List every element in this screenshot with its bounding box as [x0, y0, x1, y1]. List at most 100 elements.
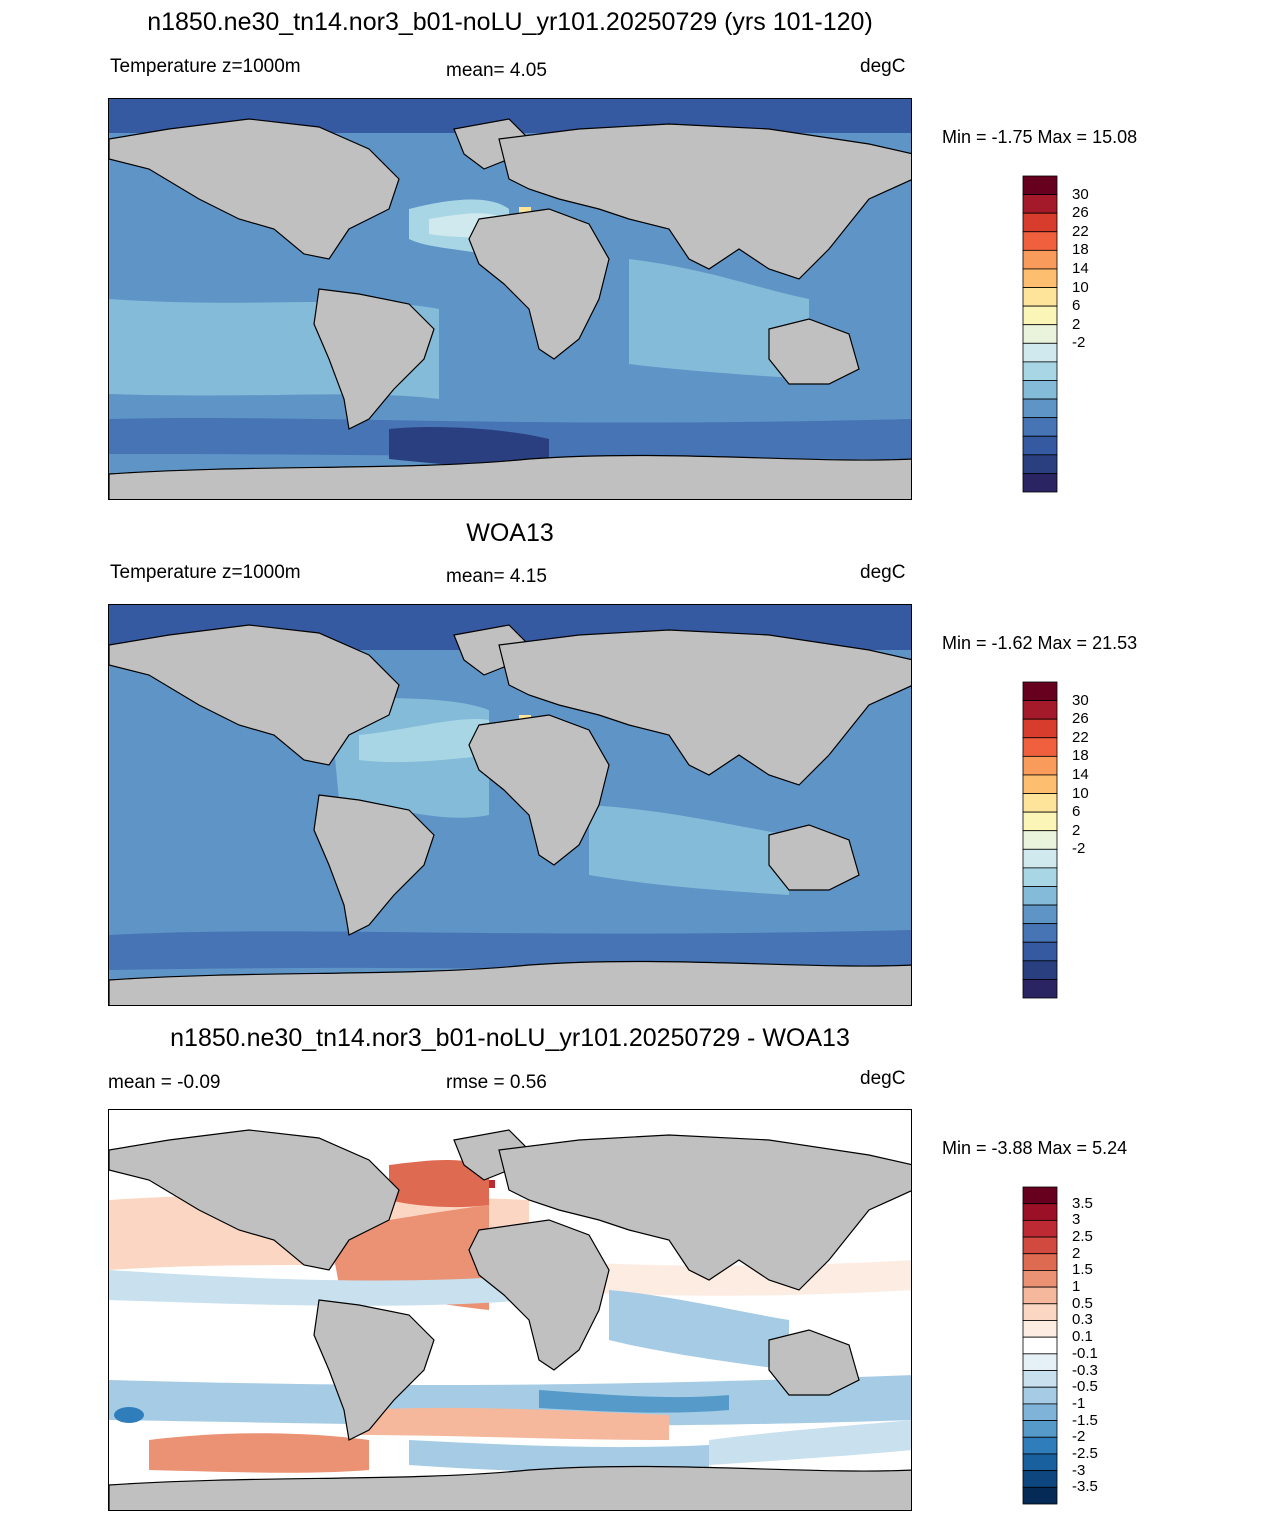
panel2-map — [108, 604, 912, 1006]
colorbar-swatch — [1022, 305, 1058, 326]
panel1-map-svg — [109, 99, 911, 499]
panel1-mean-label: mean= 4.05 — [446, 60, 547, 81]
colorbar-tick-label: 6 — [1072, 297, 1081, 315]
colorbar-swatch — [1022, 960, 1058, 980]
colorbar-tick-label: 30 — [1072, 185, 1089, 203]
colorbar-swatch — [1022, 923, 1058, 943]
colorbar-swatch — [1022, 793, 1058, 813]
colorbar-swatch — [1022, 979, 1058, 999]
panel1-colorbar — [1022, 175, 1058, 493]
colorbar-tick-label: 2.5 — [1072, 1228, 1093, 1246]
colorbar-tick-label: 2 — [1072, 821, 1081, 839]
colorbar-swatch — [1022, 212, 1058, 233]
colorbar-swatch — [1022, 268, 1058, 288]
panel1-map — [108, 98, 912, 500]
panel2-minmax: Min = -1.62 Max = 21.53 — [942, 633, 1138, 653]
colorbar-swatch — [1022, 867, 1058, 887]
colorbar-tick-label: 14 — [1072, 259, 1089, 277]
colorbar-tick-label: -2 — [1072, 334, 1086, 352]
colorbar-swatch — [1022, 1386, 1058, 1405]
colorbar-swatch — [1022, 1470, 1058, 1488]
colorbar-swatch — [1022, 454, 1058, 474]
colorbar-swatch — [1022, 1320, 1058, 1338]
panel3-map-svg — [109, 1110, 911, 1510]
panel1-land — [109, 118, 911, 499]
panel3-rmse-label: rmse = 0.56 — [446, 1072, 547, 1093]
colorbar-swatch — [1022, 1186, 1058, 1205]
colorbar-swatch — [1022, 380, 1058, 400]
colorbar-tick-label: -0.5 — [1072, 1378, 1098, 1396]
colorbar-swatch — [1022, 1219, 1058, 1238]
colorbar-tick-label: 26 — [1072, 710, 1089, 728]
colorbar-swatch — [1022, 830, 1058, 850]
colorbar-tick-label: -0.3 — [1072, 1361, 1098, 1379]
colorbar-tick-label: -3 — [1072, 1461, 1086, 1479]
colorbar-tick-label: -1.5 — [1072, 1411, 1098, 1429]
panel3-minmax: Min = -3.88 Max = 5.24 — [942, 1138, 1128, 1158]
colorbar-tick-label: -2 — [1072, 1428, 1086, 1446]
colorbar-swatch — [1022, 700, 1058, 720]
colorbar-tick-label: 26 — [1072, 204, 1089, 222]
colorbar-tick-label: -2.5 — [1072, 1444, 1098, 1462]
panel2-units-label: degC — [860, 562, 906, 583]
panel1-units-label: degC — [860, 56, 906, 77]
colorbar-tick-label: 6 — [1072, 803, 1081, 821]
colorbar-swatch — [1022, 755, 1058, 776]
colorbar-tick-label: 3 — [1072, 1211, 1081, 1229]
colorbar-swatch — [1022, 1486, 1058, 1505]
colorbar-swatch — [1022, 361, 1058, 381]
panel2-map-svg — [109, 605, 911, 1005]
colorbar-tick-label: 30 — [1072, 691, 1089, 709]
panel3-mean-label: mean = -0.09 — [108, 1072, 221, 1093]
colorbar-swatch — [1022, 1336, 1058, 1355]
colorbar-swatch — [1022, 1370, 1058, 1388]
colorbar-swatch — [1022, 175, 1058, 195]
colorbar-swatch — [1022, 1403, 1058, 1421]
colorbar-tick-label: 0.1 — [1072, 1328, 1093, 1346]
colorbar-swatch — [1022, 287, 1058, 307]
colorbar-swatch — [1022, 1203, 1058, 1221]
colorbar-tick-label: 2 — [1072, 315, 1081, 333]
colorbar-swatch — [1022, 1303, 1058, 1321]
colorbar-swatch — [1022, 324, 1058, 344]
colorbar-swatch — [1022, 1353, 1058, 1371]
panel3-title: n1850.ne30_tn14.nor3_b01-noLU_yr101.2025… — [170, 1024, 850, 1052]
panel2-mean-label: mean= 4.15 — [446, 566, 547, 587]
colorbar-swatch — [1022, 249, 1058, 270]
colorbar-tick-label: 2 — [1072, 1244, 1081, 1262]
panel3-land — [109, 1129, 911, 1510]
panel1-title: n1850.ne30_tn14.nor3_b01-noLU_yr101.2025… — [147, 8, 873, 36]
colorbar-swatch — [1022, 473, 1058, 493]
colorbar-tick-label: 18 — [1072, 747, 1089, 765]
panel1-minmax: Min = -1.75 Max = 15.08 — [942, 127, 1138, 147]
colorbar-tick-label: -2 — [1072, 840, 1086, 858]
colorbar-tick-label: 0.3 — [1072, 1311, 1093, 1329]
colorbar-tick-label: -1 — [1072, 1394, 1086, 1412]
colorbar-swatch — [1022, 398, 1058, 419]
colorbar-tick-label: 22 — [1072, 222, 1089, 240]
colorbar-tick-label: -0.1 — [1072, 1344, 1098, 1362]
colorbar-swatch — [1022, 904, 1058, 925]
colorbar-swatch — [1022, 737, 1058, 757]
colorbar-swatch — [1022, 417, 1058, 437]
panel3-map — [108, 1109, 912, 1511]
panel1-variable-label: Temperature z=1000m — [110, 56, 301, 77]
colorbar-tick-label: 1.5 — [1072, 1261, 1093, 1279]
colorbar-swatch — [1022, 941, 1058, 962]
colorbar-tick-label: 1 — [1072, 1278, 1081, 1296]
panel2-variable-label: Temperature z=1000m — [110, 562, 301, 583]
colorbar-swatch — [1022, 718, 1058, 739]
colorbar-swatch — [1022, 342, 1058, 363]
panel3-colorbar — [1022, 1186, 1058, 1505]
colorbar-swatch — [1022, 194, 1058, 214]
panel3-units-label: degC — [860, 1068, 906, 1089]
panel2-colorbar — [1022, 681, 1058, 999]
colorbar-tick-label: 3.5 — [1072, 1194, 1093, 1212]
colorbar-tick-label: 22 — [1072, 728, 1089, 746]
colorbar-swatch — [1022, 1436, 1058, 1455]
colorbar-swatch — [1022, 1236, 1058, 1255]
panel2-title: WOA13 — [466, 519, 554, 547]
colorbar-swatch — [1022, 435, 1058, 456]
colorbar-swatch — [1022, 1453, 1058, 1472]
panel2-land — [109, 624, 911, 1005]
